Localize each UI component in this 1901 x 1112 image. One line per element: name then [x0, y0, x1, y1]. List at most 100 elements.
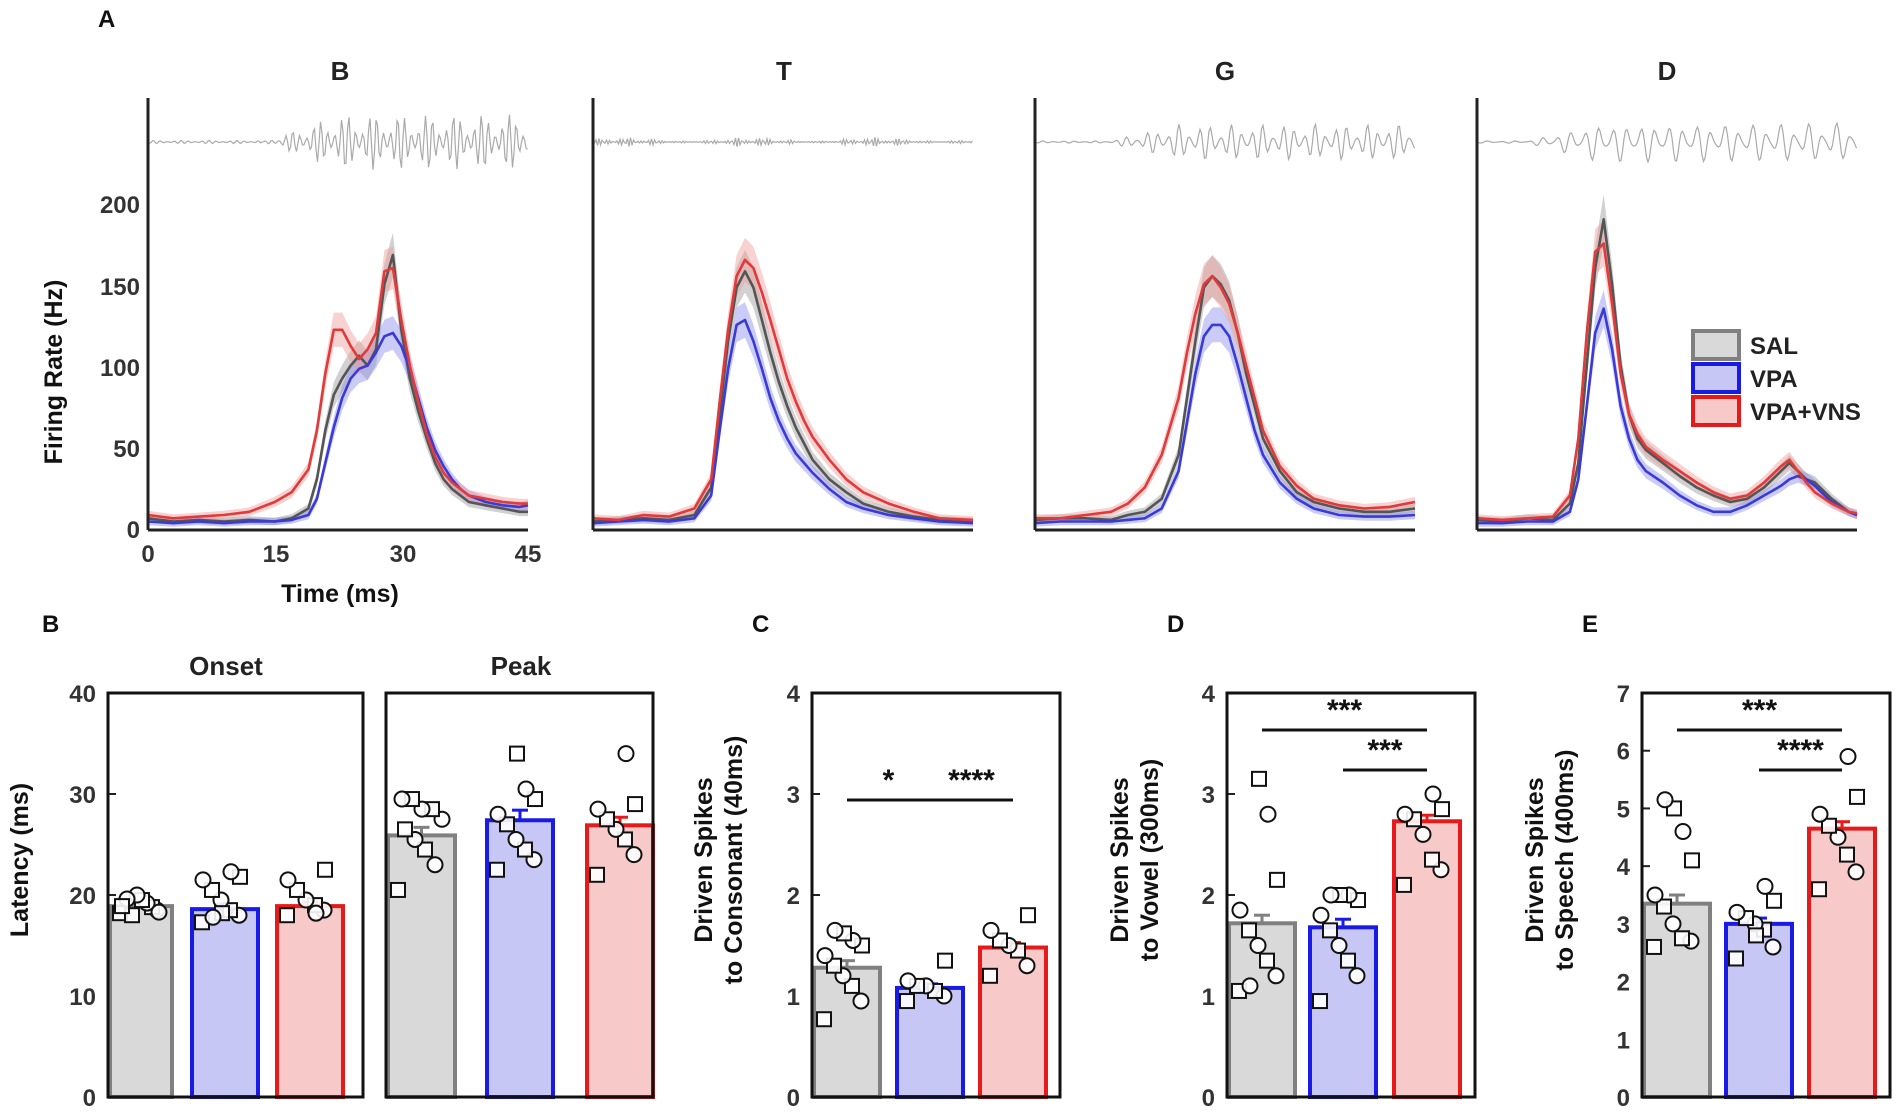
y-tick: 40: [69, 681, 96, 708]
data-point-square: [1849, 788, 1865, 805]
y-tick-150: 150: [100, 274, 140, 301]
data-point-square: [1684, 852, 1700, 869]
significance-label: ****: [1777, 734, 1824, 767]
legend-label-vpa-vns: VPA+VNS: [1750, 399, 1861, 426]
stimulus-waveform: [147, 114, 528, 170]
data-point-square: [527, 791, 543, 808]
stimulus-waveform: [1476, 121, 1858, 165]
data-point-circle: [1764, 938, 1782, 956]
data-point-square: [499, 816, 515, 833]
legend-swatch-sal: [1691, 329, 1741, 361]
data-point-square: [627, 796, 643, 813]
data-point-circle: [1018, 957, 1036, 975]
bar-chart-peak: Peak: [384, 651, 655, 1099]
psth-plot-t: T: [591, 56, 974, 532]
data-point-circle: [899, 972, 917, 990]
data-point-circle: [1656, 791, 1674, 809]
legend: SAL VPA VPA+VNS: [1691, 329, 1861, 427]
series-line-vpa-vns: [1476, 242, 1858, 522]
y-tick: 6: [1617, 739, 1630, 766]
data-point-circle: [1674, 823, 1692, 841]
significance-label: ****: [948, 764, 995, 797]
data-point-circle: [1259, 805, 1277, 823]
legend-swatch-vpa-vns: [1691, 395, 1741, 427]
data-point-square: [1748, 927, 1764, 944]
data-point-circle: [1241, 977, 1259, 995]
bar-chart-consonant: Driven Spikes to Consonant (40ms) 0 1 2 3 4 *…: [690, 681, 1062, 1112]
stimulus-waveform: [1034, 122, 1416, 162]
series-line-sal: [592, 269, 974, 523]
bar-y-label-vowel-line2: to Vowel (300ms): [1136, 759, 1164, 961]
data-point-square: [599, 811, 615, 828]
series-line-vpa: [592, 318, 974, 525]
data-point-square: [826, 957, 842, 974]
data-point-square: [937, 952, 953, 969]
legend-label-vpa: VPA: [1750, 366, 1798, 393]
psth-title: D: [1658, 56, 1677, 86]
y-tick-100: 100: [100, 355, 140, 382]
error-band-sal: [1035, 255, 1415, 524]
error-band-sal: [1477, 194, 1857, 526]
data-point-circle: [1847, 863, 1865, 881]
error-band-sal: [148, 232, 528, 526]
error-band-vpa: [593, 302, 973, 527]
data-point-square: [816, 1011, 832, 1028]
data-point-circle: [150, 903, 168, 921]
x-tick-15: 15: [263, 541, 290, 568]
data-point-square: [1340, 952, 1356, 969]
x-tick-0: 0: [141, 541, 154, 568]
psth-plot-b: B: [146, 56, 529, 532]
series-line-vpa-vns: [147, 266, 528, 520]
data-point-circle: [1728, 903, 1746, 921]
data-point-square: [1811, 881, 1827, 898]
y-tick-50: 50: [113, 436, 140, 463]
data-point-circle: [1424, 785, 1442, 803]
data-point-circle: [1249, 937, 1267, 954]
data-point-circle: [1231, 901, 1249, 919]
bar-vpa-vns: [585, 823, 655, 1099]
y-tick: 2: [1617, 970, 1630, 997]
psth-title: G: [1215, 56, 1235, 86]
bar-sal: [108, 904, 174, 1099]
data-point-circle: [204, 908, 222, 926]
data-point-circle: [852, 992, 870, 1010]
series-line-vpa: [1477, 307, 1858, 525]
bar-sal: [386, 833, 457, 1099]
stimulus-waveform: [592, 136, 973, 148]
data-point-square: [1839, 846, 1855, 863]
y-tick: 0: [1202, 1085, 1215, 1112]
data-point-square: [1821, 817, 1837, 834]
data-point-circle: [625, 846, 643, 864]
data-point-circle: [1811, 805, 1829, 823]
y-tick: 5: [1617, 796, 1630, 823]
panel-letter-e: E: [1582, 611, 1598, 638]
data-point-square: [1656, 898, 1672, 915]
data-point-square: [204, 881, 220, 898]
significance-label: ***: [1367, 734, 1402, 767]
data-point-circle: [1322, 886, 1340, 904]
y-tick: 4: [1202, 681, 1216, 708]
data-point-square: [317, 861, 333, 878]
data-point-square: [417, 841, 433, 858]
series-line-vpa-vns: [592, 258, 974, 522]
significance-label: ***: [1327, 694, 1362, 727]
data-point-square: [992, 932, 1008, 949]
x-tick-30: 30: [390, 541, 417, 568]
data-point-square: [509, 745, 525, 762]
psth-title: T: [776, 56, 792, 86]
data-point-circle: [1312, 906, 1330, 924]
data-point-square: [589, 866, 605, 883]
panel-letter-b: B: [42, 611, 59, 638]
psth-y-label: Firing Rate (Hz): [40, 280, 68, 465]
data-point-circle: [826, 921, 844, 939]
data-point-circle: [279, 871, 297, 889]
y-tick: 7: [1617, 681, 1630, 708]
y-tick: 4: [1617, 854, 1631, 881]
plot-frame: [384, 691, 655, 1099]
error-band-vpa-vns: [593, 237, 973, 524]
y-tick: 0: [787, 1085, 800, 1112]
series-line-sal: [147, 253, 528, 523]
data-point-circle: [982, 921, 1000, 939]
panel-letter-a: A: [98, 6, 115, 33]
